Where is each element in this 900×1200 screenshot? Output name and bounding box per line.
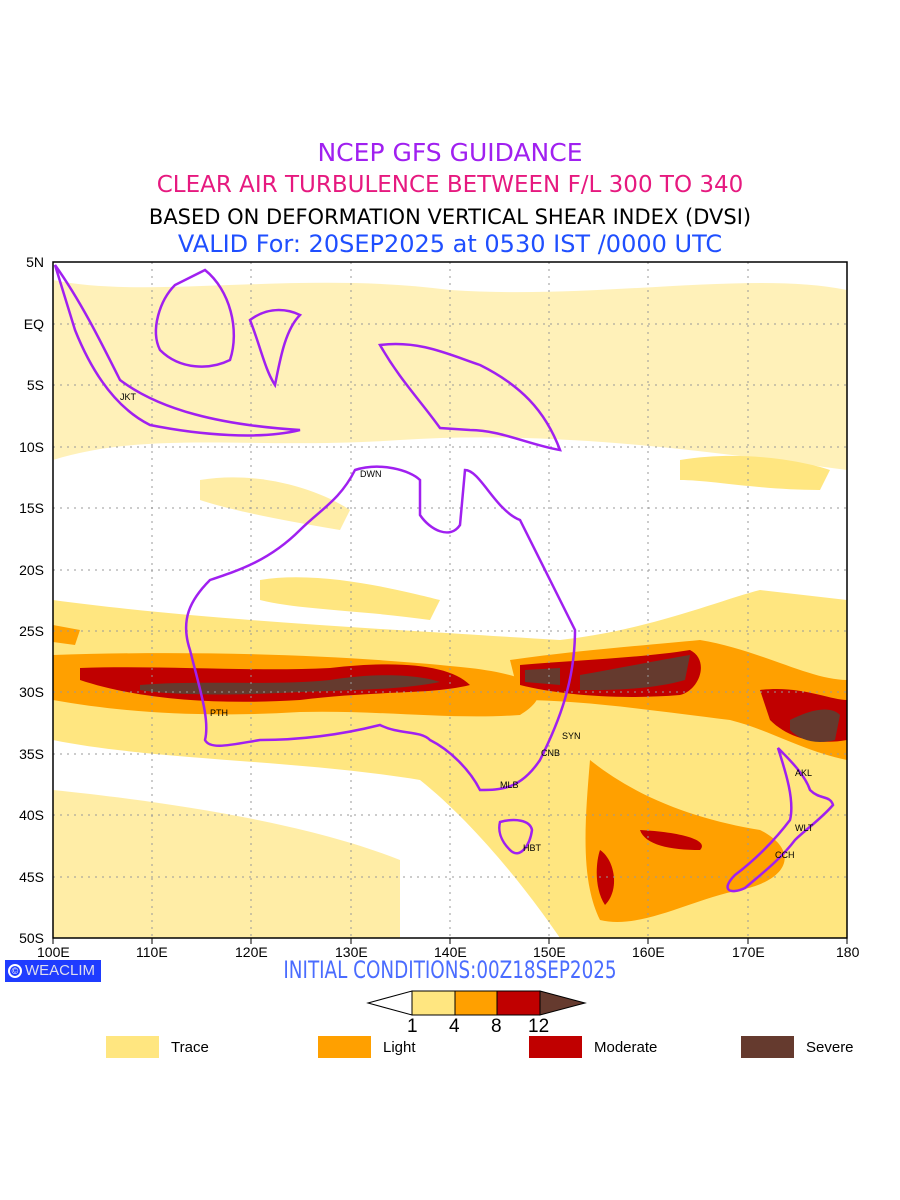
title-method: BASED ON DEFORMATION VERTICAL SHEAR INDE…	[148, 205, 752, 229]
city-label-hbt: HBT	[523, 843, 541, 853]
lat-label: 10S	[19, 439, 44, 455]
sumatra-java-coast	[53, 264, 301, 437]
lat-label: EQ	[23, 316, 44, 332]
severe-areas	[140, 655, 840, 742]
new-zealand-coast	[726, 747, 835, 893]
borneo-coast	[154, 268, 236, 368]
legend-severe: Severe	[741, 1036, 854, 1058]
city-label-dwn: DWN	[360, 469, 382, 479]
legend-swatch	[106, 1036, 159, 1058]
lon-label: 120E	[235, 944, 268, 960]
colorbar-tick: 8	[491, 1016, 502, 1037]
title-product: NCEP GFS GUIDANCE	[317, 138, 583, 167]
tasmania-coast	[498, 818, 534, 855]
legend-label: Severe	[806, 1038, 854, 1056]
lat-label: 40S	[19, 807, 44, 823]
city-label-pth: PTH	[210, 708, 228, 718]
lat-label: 25S	[19, 623, 44, 639]
legend-label: Trace	[171, 1038, 209, 1056]
city-label-jkt: JKT	[120, 392, 137, 402]
colorbar-segment-severe	[539, 990, 587, 1016]
initial-conditions: INITIAL CONDITIONS:00Z18SEP2025	[283, 956, 617, 984]
colorbar-segment-light	[454, 990, 498, 1016]
title-valid-time: VALID For: 20SEP2025 at 0530 IST /0000 U…	[177, 230, 723, 258]
australia-coast	[184, 465, 577, 792]
lat-label: 20S	[19, 562, 44, 578]
colorbar-segment-below-1	[366, 990, 413, 1016]
lat-label: 50S	[19, 930, 44, 946]
legend-light: Light	[318, 1036, 416, 1058]
colorbar-tick: 1	[407, 1016, 418, 1037]
copyright-icon: ©	[8, 964, 22, 978]
lon-label: 150E	[533, 944, 566, 960]
colorbar-segment-trace	[411, 990, 456, 1016]
city-label-cnb: CNB	[541, 748, 561, 758]
city-label-mlb: MLB	[500, 780, 519, 790]
lat-label: 5S	[26, 377, 44, 393]
sulawesi-coast	[248, 308, 303, 389]
lat-label: 35S	[19, 746, 44, 762]
lon-label: 140E	[434, 944, 467, 960]
city-label-syn: SYN	[562, 731, 581, 741]
legend-label: Moderate	[594, 1038, 658, 1056]
logo-text: WEACLIM	[25, 962, 96, 979]
legend-trace: Trace	[106, 1036, 209, 1058]
legend-moderate: Moderate	[529, 1036, 657, 1058]
colorbar-segment-moderate	[496, 990, 541, 1016]
lat-label: 5N	[26, 254, 44, 270]
lon-label: 110E	[136, 944, 168, 960]
lon-label: 160E	[632, 944, 665, 960]
new-guinea-coast	[377, 342, 562, 452]
title-parameter: CLEAR AIR TURBULENCE BETWEEN F/L 300 TO …	[156, 172, 744, 198]
legend-label: Light	[383, 1038, 416, 1056]
colorbar-tick: 4	[449, 1016, 460, 1037]
colorbar-tick: 12	[528, 1016, 550, 1037]
legend-swatch	[529, 1036, 582, 1058]
legend-swatch	[318, 1036, 371, 1058]
city-label-wlt: WLT	[795, 823, 814, 833]
lon-label: 170E	[732, 944, 765, 960]
grid	[53, 262, 847, 938]
city-label-cch: CCH	[775, 850, 795, 860]
city-label-akl: AKL	[795, 768, 813, 778]
lat-label: 30S	[19, 684, 44, 700]
lon-label: 100E	[37, 944, 70, 960]
lat-label: 45S	[19, 869, 44, 885]
weaclim-logo: © WEACLIM	[5, 960, 101, 982]
coastlines	[53, 264, 835, 893]
legend-swatch	[741, 1036, 794, 1058]
lon-label: 130E	[335, 944, 368, 960]
lat-label: 15S	[19, 500, 44, 516]
lon-label: 180	[836, 944, 860, 960]
